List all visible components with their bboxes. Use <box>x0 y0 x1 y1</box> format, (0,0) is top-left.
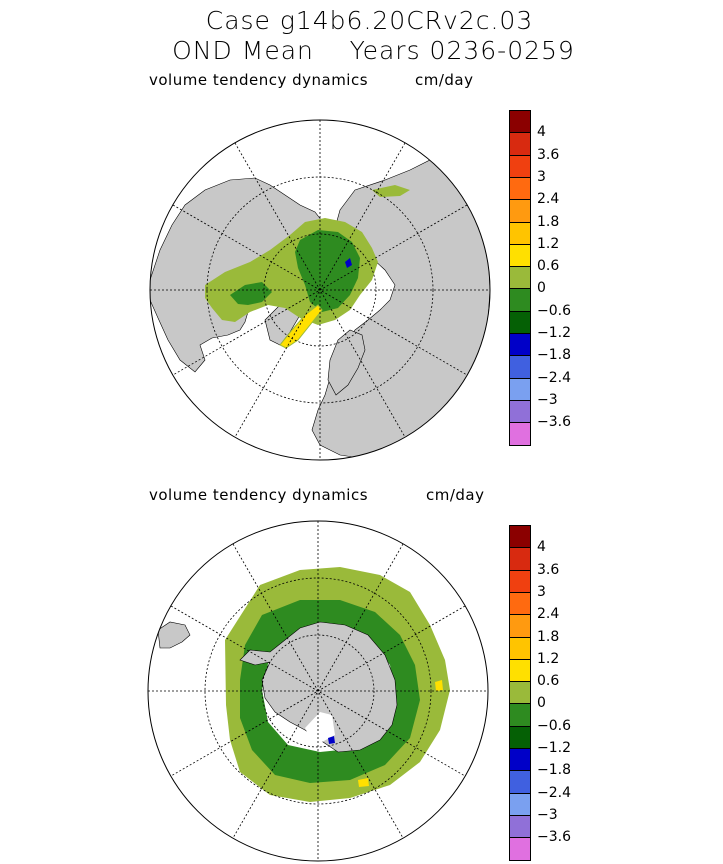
colorbar-tick-label: −2.4 <box>537 784 571 801</box>
ice-yellow-streak <box>279 304 323 349</box>
ice-blue-speck <box>345 258 352 268</box>
colorbar-swatch <box>509 569 531 593</box>
colorbar-tick-label: 3.6 <box>537 146 560 163</box>
ice-yellow-speck <box>358 778 369 787</box>
colorbar-tick-label: −3 <box>537 806 558 823</box>
landmass-scandinavia <box>327 329 366 396</box>
colorbar-tick-label: 1.8 <box>537 213 560 230</box>
colorbar-swatch <box>509 748 531 772</box>
colorbar-swatch <box>509 288 531 312</box>
south-polar-map <box>147 520 489 862</box>
colorbar-swatch <box>509 355 531 379</box>
colorbar-swatch <box>509 154 531 178</box>
colorbar-swatch <box>509 703 531 727</box>
panel1-variable-label: volume tendency dynamics <box>149 71 369 89</box>
colorbar-swatch <box>509 636 531 660</box>
colorbar-swatch <box>509 814 531 839</box>
colorbar-swatch <box>509 422 531 447</box>
landmass-south-america <box>157 621 191 649</box>
colorbar-swatch <box>509 266 531 290</box>
colorbar-tick-label: 2.4 <box>537 191 560 208</box>
colorbar-tick-label: 1.2 <box>537 235 560 252</box>
colorbar-tick-label: 0.6 <box>537 673 560 690</box>
colorbar-tick-label: 0.6 <box>537 258 560 275</box>
colorbar-tick-label: −1.2 <box>537 325 571 341</box>
colorbar-swatch <box>509 377 531 401</box>
ice-green-canadian <box>230 282 272 305</box>
colorbar-tick-label: −1.2 <box>537 740 571 756</box>
colorbar-tick-label: 0 <box>537 280 546 297</box>
panel2-variable-label: volume tendency dynamics <box>149 486 369 504</box>
graticule-lines <box>150 120 490 460</box>
colorbar-tick-label: −1.8 <box>537 762 571 779</box>
colorbar-swatch <box>509 399 531 424</box>
ross-ice-shelf-gap <box>305 712 335 742</box>
colorbar-swatch <box>509 333 531 357</box>
map-border-circle <box>149 119 491 461</box>
colorbar-tick-label: 4 <box>537 539 546 556</box>
ice-green-central <box>295 230 360 312</box>
colorbar-swatch <box>509 837 531 862</box>
colorbar-tick-label: 0 <box>537 695 546 712</box>
figure-title-line1: Case g14b6.20CRv2c.03 <box>205 6 534 35</box>
ice-yellow-speck <box>435 680 443 691</box>
colorbar-tick-label: 3 <box>537 583 546 600</box>
colorbar-swatch <box>509 525 531 549</box>
colorbar-swatch <box>509 658 531 683</box>
colorbar-panel2 <box>509 525 531 862</box>
map-border-circle <box>147 520 489 862</box>
colorbar-tick-label: −2.4 <box>537 369 571 386</box>
colorbar-tick-label: 3 <box>537 168 546 185</box>
colorbar-panel1 <box>509 110 531 447</box>
colorbar-tick-label: 1.8 <box>537 628 560 645</box>
colorbar-swatch <box>509 591 531 616</box>
colorbar-swatch <box>509 725 531 749</box>
colorbar-tick-label: 4 <box>537 124 546 141</box>
ice-blue-speck <box>328 736 335 744</box>
colorbar-swatch <box>509 792 531 816</box>
colorbar-tick-label: −0.6 <box>537 717 571 734</box>
colorbar-swatch <box>509 770 531 794</box>
panel1-units-label: cm/day <box>415 71 474 89</box>
colorbar-swatch <box>509 547 531 571</box>
figure-title-line2: OND Mean Years 0236-0259 <box>172 36 575 65</box>
colorbar-swatch <box>509 110 531 134</box>
ice-light-green-barents <box>372 185 410 197</box>
colorbar-tick-label: −3 <box>537 391 558 408</box>
colorbar-swatch <box>509 310 531 334</box>
north-polar-map <box>149 119 491 461</box>
colorbar-swatch <box>509 243 531 268</box>
colorbar-swatch <box>509 199 531 223</box>
colorbar-tick-label: 1.2 <box>537 650 560 667</box>
colorbar-tick-label: −0.6 <box>537 302 571 319</box>
colorbar-swatch <box>509 681 531 705</box>
colorbar-swatch <box>509 132 531 156</box>
colorbar-swatch <box>509 614 531 638</box>
graticule-lines <box>148 521 488 861</box>
colorbar-swatch <box>509 176 531 201</box>
colorbar-tick-label: −3.6 <box>537 829 571 846</box>
panel2-units-label: cm/day <box>426 486 485 504</box>
colorbar-tick-label: −1.8 <box>537 347 571 364</box>
colorbar-tick-label: −3.6 <box>537 414 571 431</box>
colorbar-tick-label: 3.6 <box>537 561 560 578</box>
colorbar-tick-label: 2.4 <box>537 606 560 623</box>
colorbar-swatch <box>509 221 531 245</box>
